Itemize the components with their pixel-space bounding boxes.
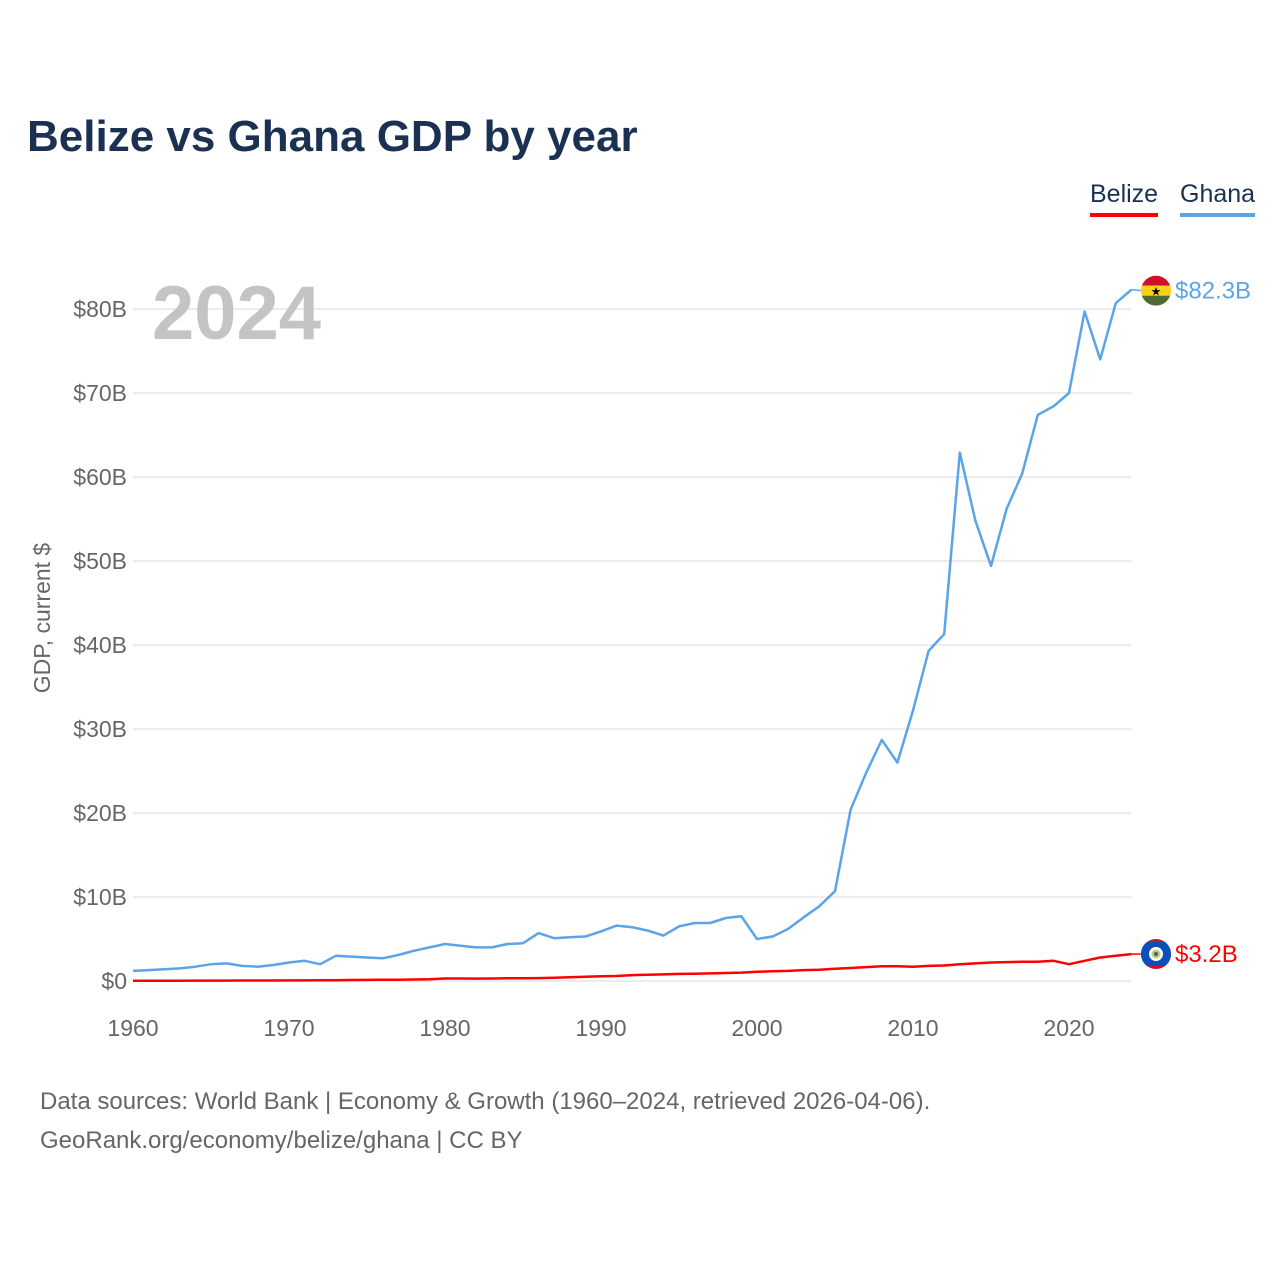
footer: Data sources: World Bank | Economy & Gro… [40,1082,930,1160]
x-tick-label: 1980 [419,1015,470,1041]
legend-item-ghana[interactable]: Ghana [1180,180,1256,217]
footer-sources: Data sources: World Bank | Economy & Gro… [40,1088,931,1115]
belize-flag-icon [1141,939,1171,969]
footer-link[interactable]: GeoRank.org/economy/belize/ghana | CC BY [40,1127,523,1154]
y-tick-label: $10B [73,884,127,910]
ghana-flag-icon: ★ [1141,275,1171,306]
legend-item-belize[interactable]: Belize [1090,180,1159,217]
series-line-belize [133,952,1132,982]
y-tick-label: $70B [73,380,127,406]
y-tick-label: $50B [73,548,127,574]
x-tick-label: 1990 [575,1015,626,1041]
end-value-label-ghana: $82.3B [1175,278,1251,305]
y-tick-label: $0 [101,968,127,994]
y-tick-label: $30B [73,716,127,742]
x-tick-label: 2010 [887,1015,938,1041]
end-value-label-belize: $3.2B [1175,941,1238,968]
y-tick-label: $40B [73,632,127,658]
year-watermark: 2024 [152,271,321,356]
y-tick-label: $80B [73,296,127,322]
x-tick-label: 2000 [731,1015,782,1041]
y-axis-label: GDP, current $ [29,543,55,694]
x-tick-label: 2020 [1043,1015,1094,1041]
x-tick-label: 1960 [107,1015,158,1041]
y-tick-label: $20B [73,800,127,826]
series-line-ghana [132,288,1133,973]
x-tick-label: 1970 [263,1015,314,1041]
y-tick-label: $60B [73,464,127,490]
svg-text:★: ★ [1151,285,1162,299]
chart-title: Belize vs Ghana GDP by year [27,112,638,161]
end-connector [1131,288,1143,292]
